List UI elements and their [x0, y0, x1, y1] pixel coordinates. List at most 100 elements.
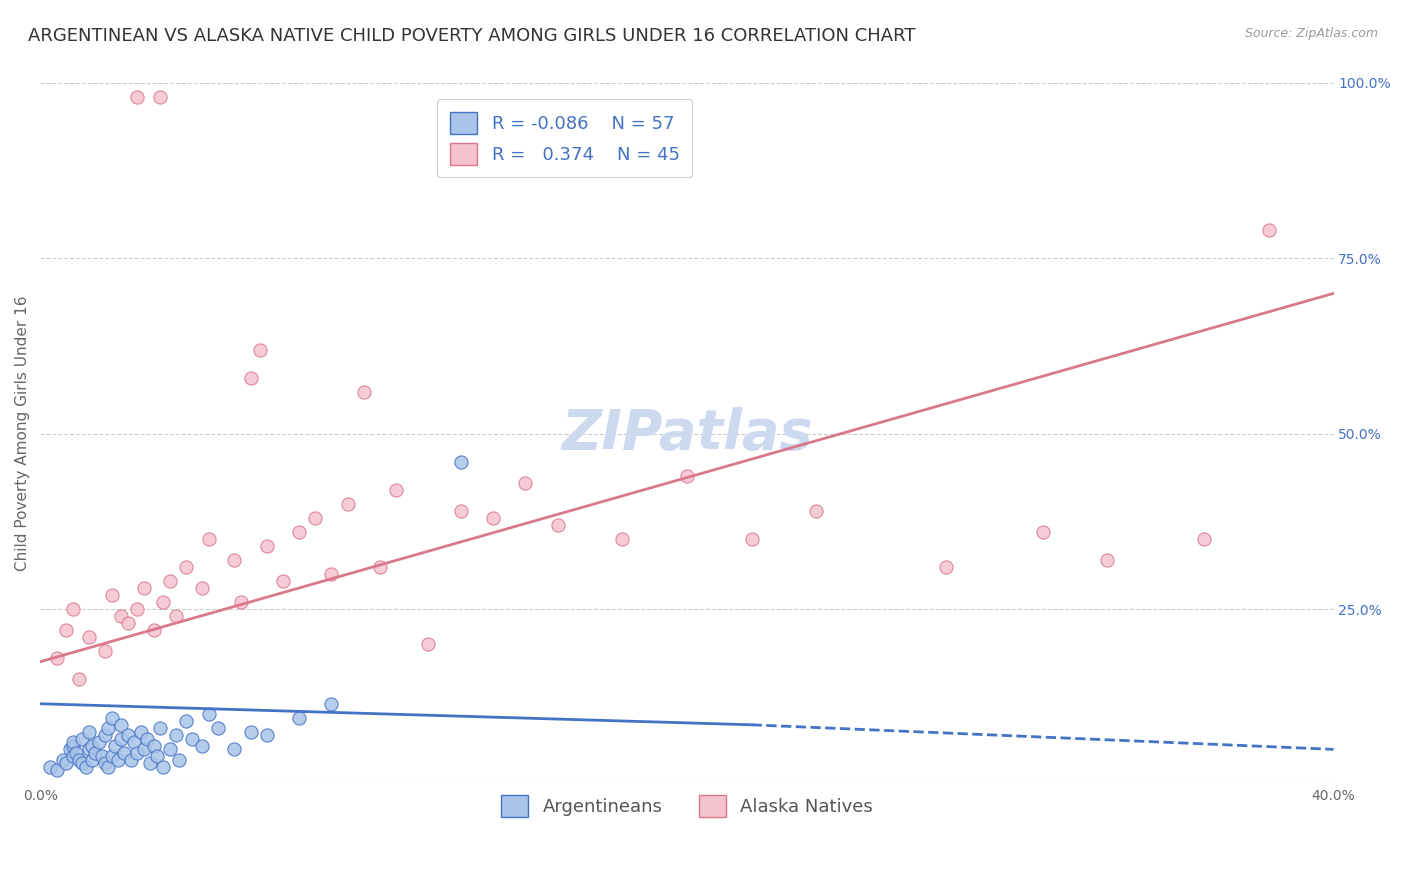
Point: [67, 753, 90, 767]
Point: [77, 742, 100, 756]
Point: [62, 735, 84, 749]
Point: [612, 532, 634, 546]
Point: [741, 532, 763, 546]
Point: [84, 746, 107, 760]
Point: [110, 731, 132, 746]
Point: [515, 475, 537, 490]
Point: [62, 749, 84, 764]
Point: [120, 753, 142, 767]
Point: [82, 739, 104, 753]
Point: [100, 588, 122, 602]
Point: [149, 721, 172, 735]
Point: [90, 749, 112, 764]
Point: [127, 90, 149, 104]
Point: [72, 756, 94, 771]
Point: [197, 707, 219, 722]
Point: [224, 742, 246, 756]
Point: [82, 753, 104, 767]
Text: ZIPatlas: ZIPatlas: [561, 407, 813, 460]
Point: [935, 560, 957, 574]
Point: [142, 623, 165, 637]
Point: [385, 483, 408, 497]
Point: [72, 731, 94, 746]
Point: [547, 517, 569, 532]
Point: [114, 746, 136, 760]
Point: [288, 524, 311, 539]
Point: [45, 651, 67, 665]
Point: [165, 609, 187, 624]
Point: [94, 728, 117, 742]
Point: [87, 735, 110, 749]
Point: [127, 746, 149, 760]
Point: [152, 595, 174, 609]
Point: [207, 721, 229, 735]
Point: [368, 560, 391, 574]
Point: [142, 739, 165, 753]
Y-axis label: Child Poverty Among Girls Under 16: Child Poverty Among Girls Under 16: [15, 296, 30, 572]
Point: [67, 672, 90, 686]
Point: [139, 756, 162, 771]
Point: [229, 595, 252, 609]
Point: [77, 724, 100, 739]
Point: [197, 532, 219, 546]
Legend: Argentineans, Alaska Natives: Argentineans, Alaska Natives: [494, 788, 880, 824]
Point: [65, 746, 87, 760]
Point: [132, 742, 155, 756]
Point: [132, 581, 155, 595]
Point: [321, 697, 343, 711]
Point: [110, 609, 132, 624]
Point: [336, 497, 359, 511]
Point: [97, 721, 120, 735]
Point: [149, 90, 172, 104]
Point: [94, 756, 117, 771]
Point: [45, 764, 67, 778]
Point: [117, 728, 139, 742]
Point: [52, 753, 75, 767]
Point: [159, 574, 181, 588]
Point: [169, 753, 191, 767]
Point: [146, 749, 169, 764]
Point: [104, 739, 127, 753]
Point: [450, 455, 472, 469]
Point: [39, 760, 62, 774]
Point: [55, 756, 77, 771]
Point: [288, 711, 311, 725]
Point: [159, 742, 181, 756]
Point: [122, 735, 145, 749]
Point: [256, 728, 278, 742]
Point: [353, 384, 375, 399]
Point: [100, 749, 122, 764]
Point: [174, 560, 197, 574]
Point: [100, 711, 122, 725]
Text: ARGENTINEAN VS ALASKA NATIVE CHILD POVERTY AMONG GIRLS UNDER 16 CORRELATION CHAR: ARGENTINEAN VS ALASKA NATIVE CHILD POVER…: [28, 27, 915, 45]
Point: [418, 637, 440, 651]
Point: [94, 644, 117, 658]
Point: [62, 739, 84, 753]
Point: [1257, 223, 1279, 237]
Point: [676, 468, 699, 483]
Text: Source: ZipAtlas.com: Source: ZipAtlas.com: [1244, 27, 1378, 40]
Point: [806, 504, 828, 518]
Point: [482, 511, 505, 525]
Point: [1032, 524, 1054, 539]
Point: [224, 553, 246, 567]
Point: [239, 724, 262, 739]
Point: [152, 760, 174, 774]
Point: [256, 539, 278, 553]
Point: [191, 581, 214, 595]
Point: [110, 718, 132, 732]
Point: [55, 623, 77, 637]
Point: [75, 760, 97, 774]
Point: [165, 728, 187, 742]
Point: [249, 343, 271, 357]
Point: [129, 724, 152, 739]
Point: [450, 504, 472, 518]
Point: [1095, 553, 1118, 567]
Point: [271, 574, 294, 588]
Point: [77, 630, 100, 644]
Point: [127, 602, 149, 616]
Point: [321, 566, 343, 581]
Point: [107, 753, 129, 767]
Point: [239, 370, 262, 384]
Point: [181, 731, 204, 746]
